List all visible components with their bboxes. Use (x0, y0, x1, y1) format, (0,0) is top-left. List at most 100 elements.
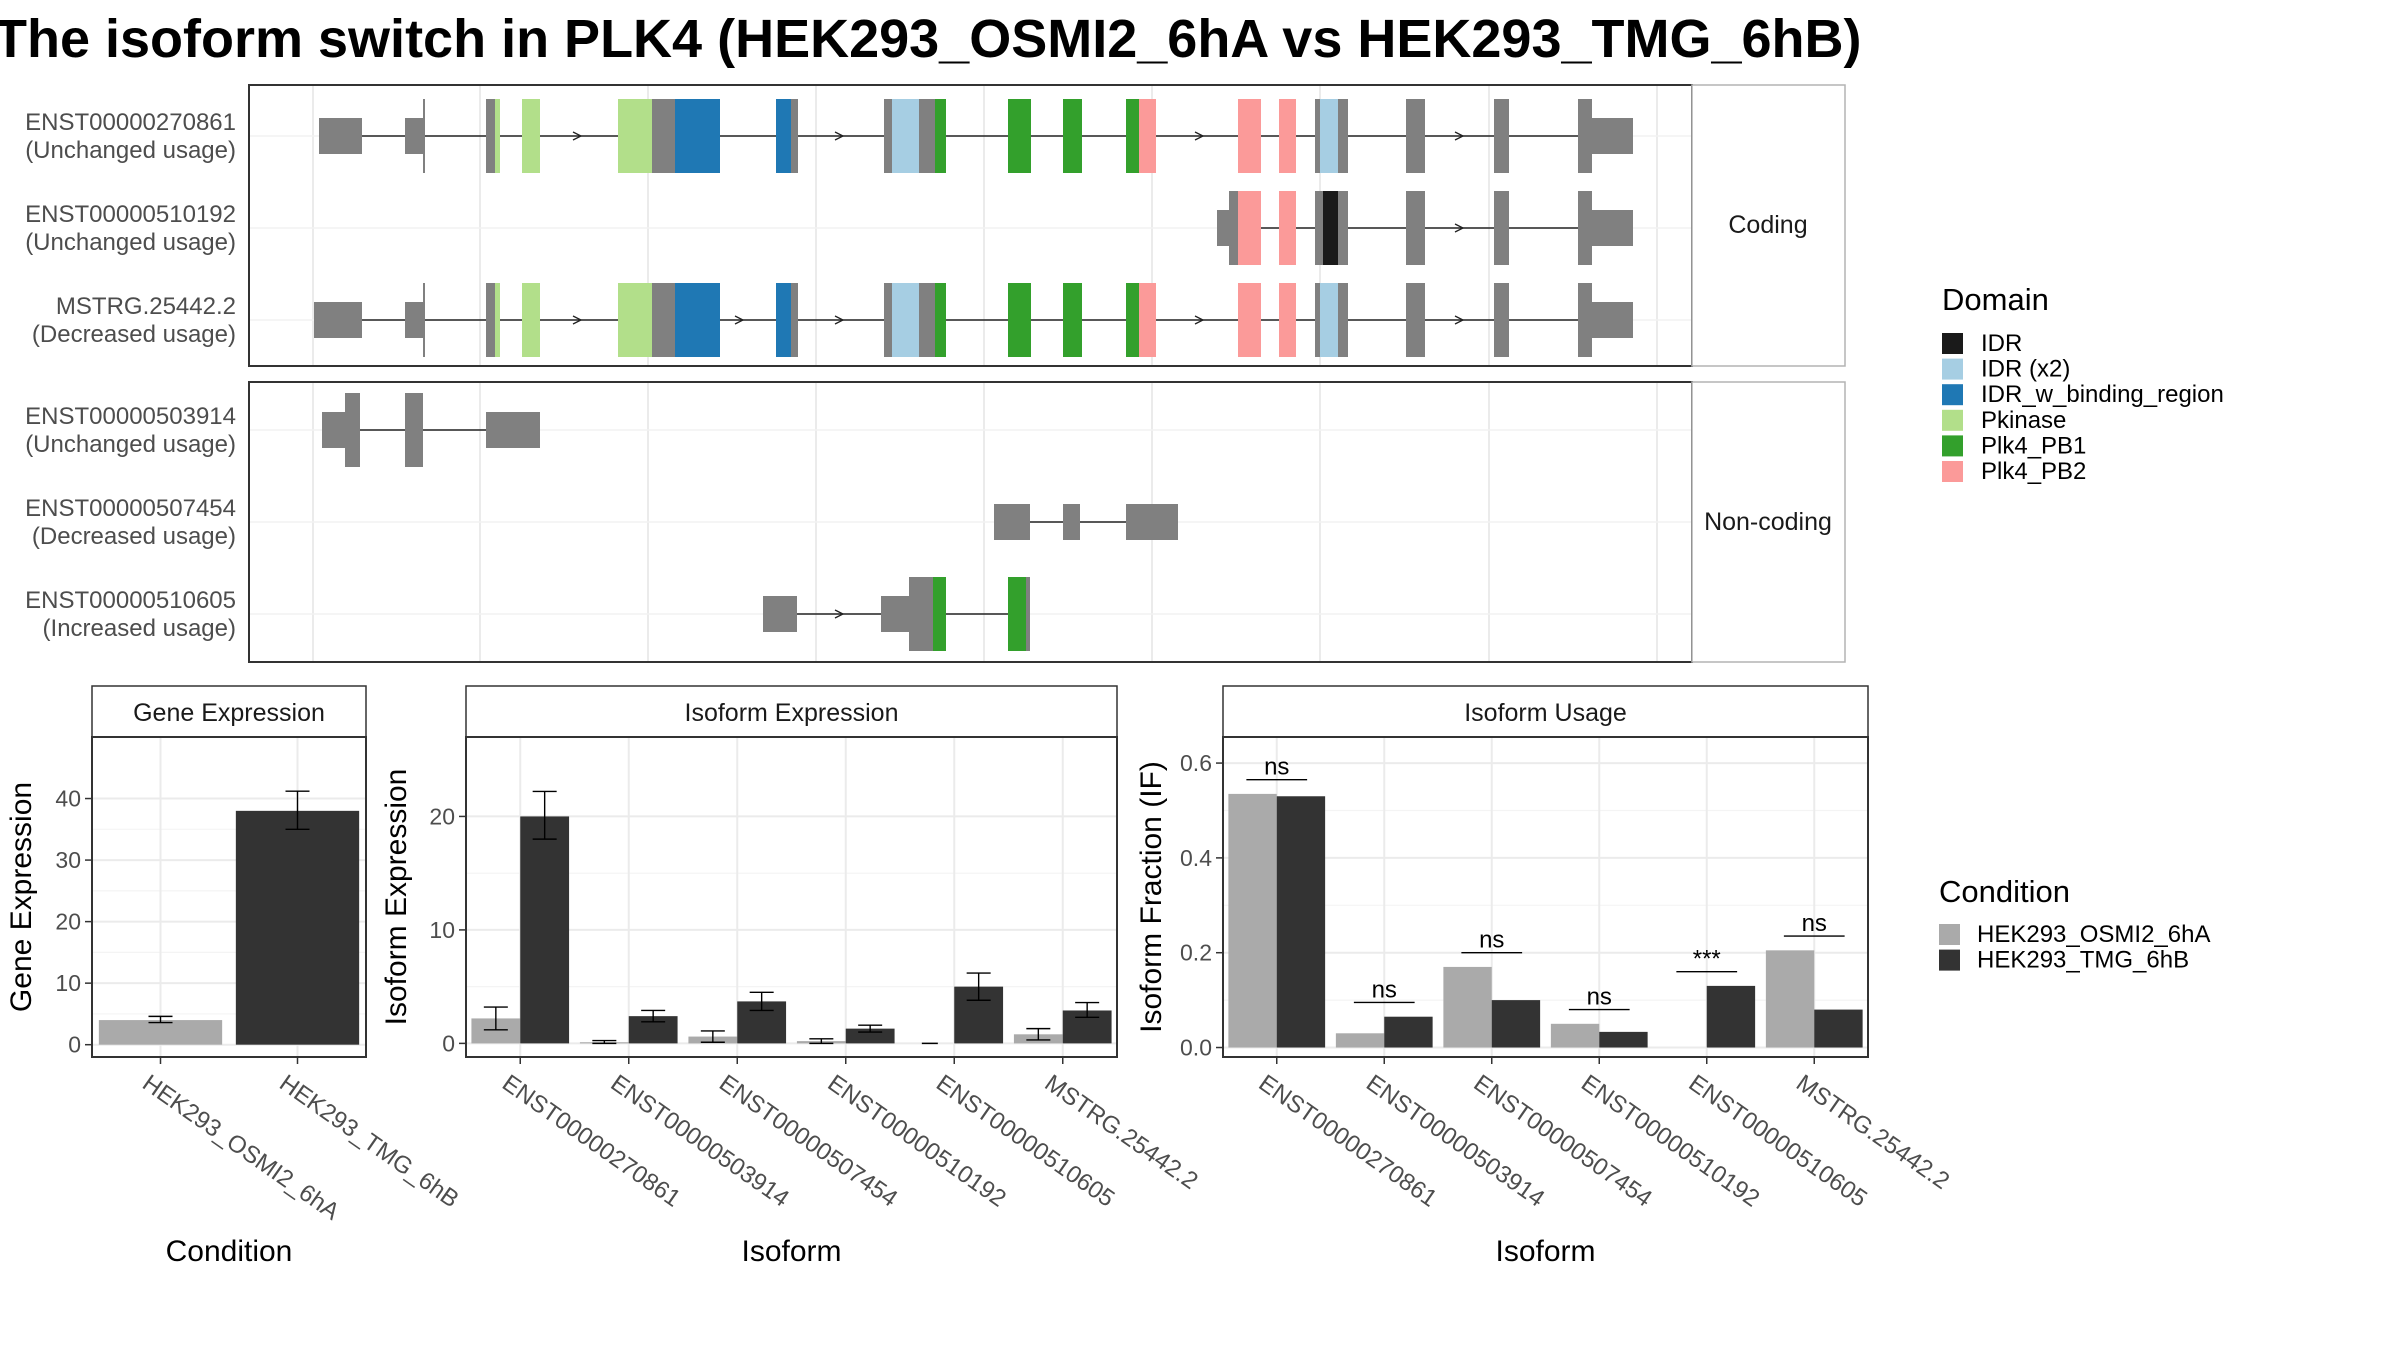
significance-label: ns (1479, 927, 1504, 954)
coding-exon (1320, 283, 1338, 357)
utr-exon (1592, 210, 1633, 246)
bar (1335, 1033, 1385, 1048)
transcript-id-label: ENST00000507454 (25, 495, 236, 522)
bar (520, 816, 570, 1044)
coding-exon (933, 577, 946, 651)
transcript-labels: ENST00000270861(Unchanged usage)ENST0000… (25, 109, 236, 642)
transcript-tracks (314, 99, 1633, 651)
bar (1276, 796, 1326, 1048)
coding-exon (1229, 191, 1238, 265)
coding-facet: Coding (248, 84, 1846, 367)
transcript-model (314, 283, 1633, 357)
coding-exon (1578, 283, 1592, 357)
coding-exon (1406, 99, 1425, 173)
significance-label: ns (1802, 910, 1827, 937)
coding-exon (919, 99, 935, 173)
domain-legend-label: Pkinase (1981, 407, 2066, 434)
significance-label: ns (1587, 984, 1612, 1011)
coding-exon (1578, 99, 1592, 173)
coding-exon (1578, 191, 1592, 265)
coding-exon (919, 283, 935, 357)
bar (1599, 1031, 1648, 1048)
utr-exon (1592, 118, 1633, 154)
coding-exon (892, 283, 919, 357)
panel-frame (1222, 736, 1869, 1058)
significance-label: ns (1264, 754, 1289, 781)
coding-exon (1008, 283, 1031, 357)
panel-title: Isoform Usage (1464, 699, 1627, 727)
direction-arrow (834, 131, 845, 141)
condition-legend-label: HEK293_TMG_6hB (1977, 947, 2189, 974)
coding-exon (1063, 283, 1082, 357)
transcript-id-label: ENST00000270861 (25, 109, 236, 136)
direction-arrow (1454, 131, 1465, 141)
y-axis-title: Isoform Expression (380, 769, 413, 1026)
coding-exon (1494, 283, 1509, 357)
utr-exon (994, 504, 1030, 540)
coding-exon (522, 283, 540, 357)
coding-strip-label: Coding (1728, 211, 1807, 239)
coding-exon (486, 99, 495, 173)
coding-exon (1279, 283, 1296, 357)
coding-exon (1338, 99, 1348, 173)
y-tick-label: 0.6 (1180, 750, 1212, 776)
utr-exon (319, 118, 362, 154)
direction-arrow (734, 315, 745, 325)
bar (1814, 1009, 1863, 1048)
coding-exon (1139, 99, 1156, 173)
utr-exon (1063, 504, 1080, 540)
condition-legend-key (1939, 924, 1960, 945)
coding-exon (1279, 191, 1296, 265)
figure-title: The isoform switch in PLK4 (HEK293_OSMI2… (0, 9, 1862, 69)
transcript-id-label: MSTRG.25442.2 (56, 293, 236, 320)
y-tick-label: 0.4 (1180, 845, 1212, 871)
panel-strip (1222, 685, 1869, 738)
panel-strip (465, 685, 1118, 738)
direction-arrow (572, 315, 583, 325)
coding-exon (1315, 99, 1320, 173)
transcript-id-label: ENST00000503914 (25, 403, 236, 430)
y-tick-label: 0 (68, 1032, 81, 1058)
bar (845, 1028, 895, 1044)
domain-legend-label: IDR (x2) (1981, 356, 2070, 383)
coding-exon (1063, 99, 1082, 173)
significance-label: ns (1372, 976, 1397, 1003)
utr-exon (1592, 302, 1633, 338)
coding-exon (1126, 283, 1139, 357)
coding-exon (345, 393, 360, 467)
coding-exon (884, 283, 892, 357)
panel-title: Isoform Expression (685, 699, 899, 727)
direction-arrow (1454, 315, 1465, 325)
bar (1228, 793, 1277, 1048)
domain-legend-label: IDR (1981, 330, 2022, 357)
domain-legend-label: IDR_w_binding_region (1981, 381, 2224, 408)
bar (235, 810, 360, 1045)
coding-exon (1338, 191, 1348, 265)
y-axis-title: Isoform Fraction (IF) (1135, 761, 1168, 1033)
coding-exon (1008, 99, 1031, 173)
coding-strip (1691, 84, 1846, 367)
utr-exon (1126, 504, 1178, 540)
bar (98, 1020, 223, 1045)
utr-exon (405, 118, 423, 154)
coding-exon (1238, 283, 1261, 357)
coding-exon (675, 99, 720, 173)
coding-exon (1494, 191, 1509, 265)
y-tick-label: 20 (55, 909, 81, 935)
noncoding-strip (1691, 381, 1846, 663)
y-tick-label: 0 (442, 1030, 455, 1056)
x-axis-title: Isoform (1495, 1235, 1595, 1268)
condition-legend-label: HEK293_OSMI2_6hA (1977, 921, 2210, 948)
transcript-model (322, 393, 540, 467)
panel-frame (91, 736, 367, 1058)
domain-legend-key (1942, 358, 1963, 380)
y-tick-label: 10 (429, 917, 455, 943)
significance-label: *** (1693, 946, 1721, 973)
transcript-model (1217, 191, 1633, 265)
transcript-model (763, 577, 1030, 651)
coding-exon (1315, 191, 1323, 265)
